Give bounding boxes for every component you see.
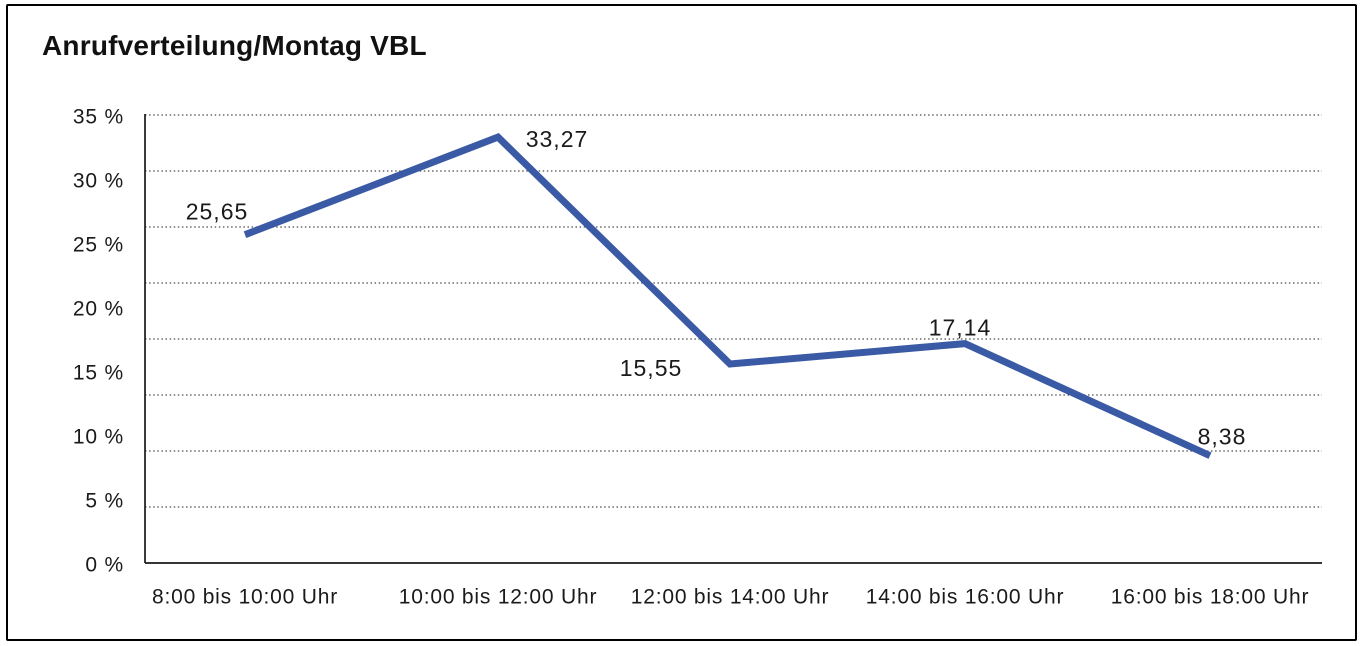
y-tick-label: 35 %	[73, 106, 124, 129]
y-tick-label: 10 %	[73, 426, 124, 449]
value-label: 25,65	[186, 199, 249, 225]
y-tick-label: 20 %	[73, 298, 124, 321]
x-tick-label: 16:00 bis 18:00 Uhr	[1111, 586, 1310, 609]
x-tick-label: 14:00 bis 16:00 Uhr	[866, 586, 1065, 609]
y-tick-label: 30 %	[73, 170, 124, 193]
value-label: 15,55	[620, 355, 683, 381]
y-tick-label: 0 %	[85, 554, 124, 577]
x-tick-label: 8:00 bis 10:00 Uhr	[152, 586, 338, 609]
x-tick-label: 10:00 bis 12:00 Uhr	[399, 586, 598, 609]
value-label: 17,14	[929, 315, 992, 341]
x-tick-label: 12:00 bis 14:00 Uhr	[631, 586, 830, 609]
series-line	[243, 133, 1212, 459]
y-tick-label: 25 %	[73, 234, 124, 257]
y-tick-label: 5 %	[85, 490, 124, 513]
value-label: 33,27	[526, 126, 589, 152]
value-label: 8,38	[1198, 424, 1247, 450]
y-tick-label: 15 %	[73, 362, 124, 385]
chart-title: Anrufverteilung/Montag VBL	[42, 30, 427, 61]
